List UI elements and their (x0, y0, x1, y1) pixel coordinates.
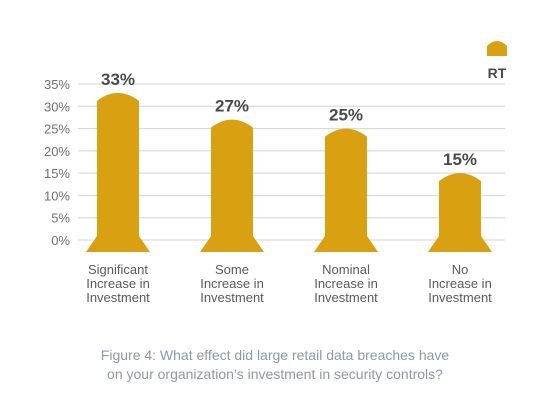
caption-line-2: on your organization’s investment in sec… (107, 366, 443, 382)
y-axis-tick-labels: 0% 5% 10% 15% 20% 25% 30% 35% (44, 77, 70, 248)
legend-swatch (487, 41, 507, 56)
y-tick-label: 5% (51, 211, 70, 226)
category-label: Increase in (428, 276, 492, 291)
category-label: Investment (314, 290, 378, 305)
data-label: 25% (329, 106, 363, 125)
bar (200, 119, 264, 253)
caption-line-1: Figure 4: What effect did large retail d… (100, 347, 450, 363)
legend: RT (487, 41, 507, 81)
data-label: 15% (443, 150, 477, 169)
bars (86, 92, 492, 253)
y-tick-label: 0% (51, 233, 70, 248)
y-tick-label: 20% (44, 144, 70, 159)
y-tick-label: 30% (44, 99, 70, 114)
legend-label: RT (488, 65, 507, 81)
bar (86, 92, 150, 253)
category-label: Some (215, 262, 249, 277)
bar (428, 173, 492, 252)
category-label: Increase in (314, 276, 378, 291)
data-label: 27% (215, 97, 249, 116)
category-label: Investment (86, 290, 150, 305)
y-tick-label: 15% (44, 166, 70, 181)
category-label: Increase in (86, 276, 150, 291)
category-label: Nominal (322, 262, 370, 277)
category-label: Investment (428, 290, 492, 305)
bar-chart: 0% 5% 10% 15% 20% 25% 30% 35% 33% 27% 25% 15% Sign… (44, 41, 507, 305)
data-label: 33% (101, 70, 135, 89)
data-labels: 33% 27% 25% 15% (101, 70, 477, 169)
figure-caption: Figure 4: What effect did large retail d… (0, 346, 550, 384)
category-label: Significant (88, 262, 148, 277)
bar (314, 128, 378, 252)
y-tick-label: 10% (44, 188, 70, 203)
category-label: No (452, 262, 469, 277)
y-tick-label: 25% (44, 122, 70, 137)
y-tick-label: 35% (44, 77, 70, 92)
grid-lines (78, 83, 505, 241)
category-label: Investment (200, 290, 264, 305)
category-label: Increase in (200, 276, 264, 291)
